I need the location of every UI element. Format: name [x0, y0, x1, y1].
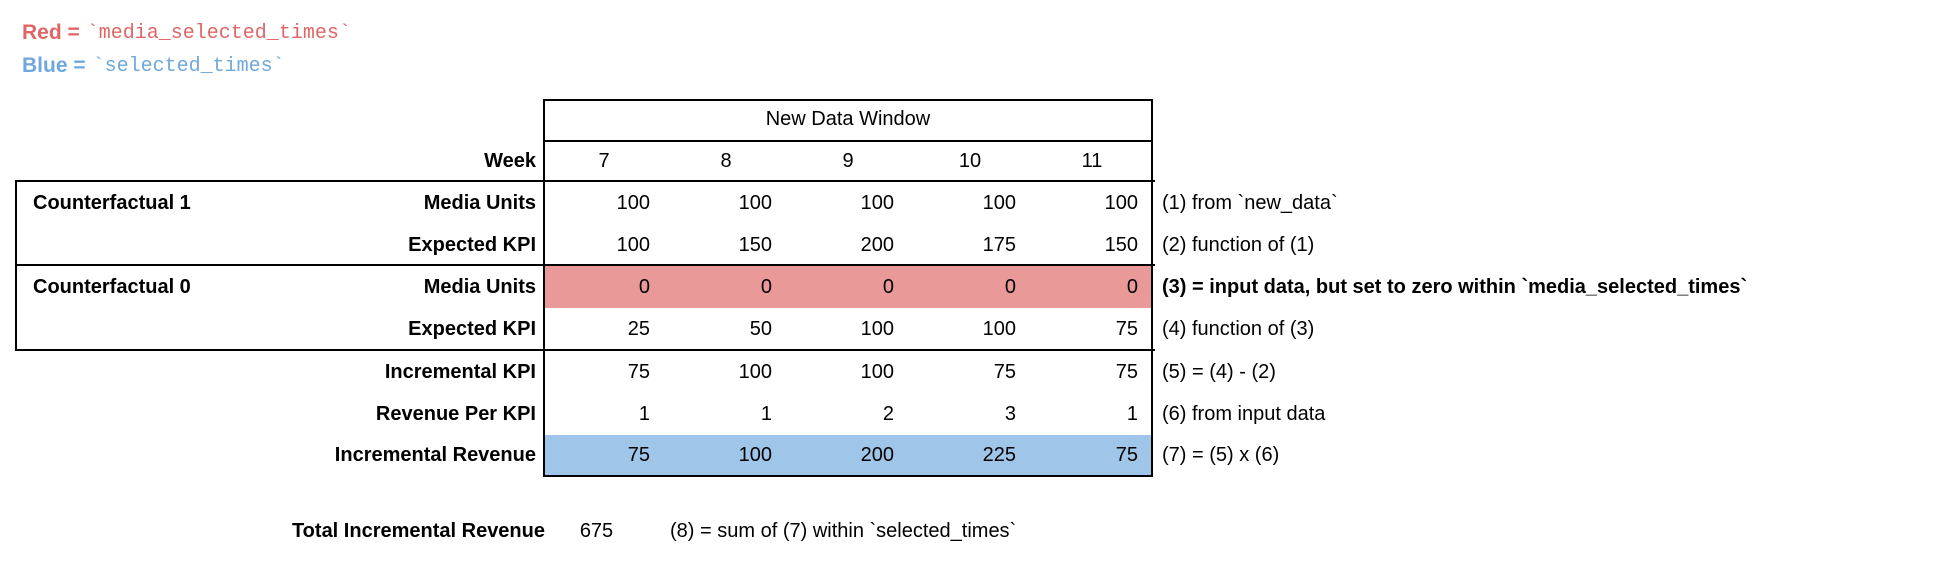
week-label: Week: [484, 149, 536, 172]
total-incremental-revenue-value: 675: [579, 519, 614, 542]
annotation-3: (3) = input data, but set to zero within…: [1162, 275, 1748, 298]
row-label: Media Units: [423, 191, 536, 214]
week-cell: 9: [842, 149, 854, 172]
red-highlight-media-selected-times: [545, 266, 1151, 308]
row-incremental-kpi: Incremental KPI 75 100 100 75 75: [0, 351, 1153, 393]
row-label: Incremental Revenue: [334, 443, 536, 466]
row-expected-kpi-cf1: Expected KPI 100 150 200 175 150: [0, 224, 1153, 266]
value-cell: 2: [882, 402, 894, 425]
value-cell: 100: [982, 318, 1016, 340]
legend-blue-code: `selected_times`: [92, 54, 285, 78]
divider-under-header: [543, 140, 1153, 142]
week-cell: 7: [598, 149, 610, 172]
value-cell: 150: [1104, 233, 1138, 256]
annotation-5: (5) = (4) - (2): [1162, 360, 1276, 383]
annotation-4: (4) function of (3): [1162, 318, 1315, 340]
blue-highlight-selected-times: [545, 435, 1151, 475]
total-incremental-revenue-label: Total Incremental Revenue: [291, 519, 545, 542]
value-cell: 100: [738, 443, 772, 466]
value-cell: 1: [1126, 402, 1138, 425]
legend-blue-label: Blue =: [22, 54, 86, 77]
divider-under-week-row: [15, 180, 1155, 182]
value-cell: 0: [882, 275, 894, 298]
value-cell: 0: [1004, 275, 1016, 298]
value-cell: 50: [749, 318, 772, 340]
left-box-edge: [15, 180, 17, 351]
value-cell: 75: [627, 360, 650, 383]
annotation-6: (6) from input data: [1162, 402, 1326, 425]
divider-counterfactual-split: [15, 264, 1155, 266]
value-cell: 100: [860, 360, 894, 383]
annotation-7: (7) = (5) x (6): [1162, 443, 1280, 466]
value-cell: 150: [738, 233, 772, 256]
row-revenue-per-kpi: Revenue Per KPI 1 1 2 3 1: [0, 393, 1153, 435]
week-cell: 10: [958, 149, 982, 172]
row-label: Incremental KPI: [384, 360, 536, 383]
value-cell: 100: [738, 191, 772, 214]
legend-red-code: `media_selected_times`: [86, 21, 351, 45]
row-label: Revenue Per KPI: [375, 402, 536, 425]
value-cell: 100: [616, 191, 650, 214]
value-cell: 100: [738, 360, 772, 383]
value-cell: 100: [616, 233, 650, 256]
value-cell: 75: [1115, 443, 1138, 466]
value-cell: 100: [1104, 191, 1138, 214]
value-cell: 3: [1004, 402, 1016, 425]
value-cell: 75: [1115, 318, 1138, 340]
data-window-header: New Data Window: [765, 108, 931, 130]
value-cell: 0: [638, 275, 650, 298]
annotation-8: (8) = sum of (7) within `selected_times`: [670, 519, 1017, 542]
value-cell: 1: [760, 402, 772, 425]
row-incremental-revenue: Incremental Revenue 75 100 200 225 75: [0, 435, 1153, 475]
annotation-2: (2) function of (1): [1162, 233, 1315, 256]
value-cell: 0: [760, 275, 772, 298]
week-cell: 8: [720, 149, 732, 172]
row-label: Media Units: [423, 275, 536, 298]
row-label: Expected KPI: [408, 318, 536, 340]
row-expected-kpi-cf0: Expected KPI 25 50 100 100 75: [0, 308, 1153, 351]
value-cell: 75: [627, 443, 650, 466]
annotation-1: (1) from `new_data`: [1162, 191, 1338, 214]
value-cell: 25: [627, 318, 650, 340]
row-media-units-cf0: Media Units 0 0 0 0 0: [0, 266, 1153, 308]
value-cell: 1: [638, 402, 650, 425]
value-cell: 175: [982, 233, 1016, 256]
legend-blue-line: Blue = `selected_times`: [22, 51, 285, 81]
group-label-counterfactual-0: Counterfactual 0: [33, 275, 191, 298]
week-row: Week 7 8 9 10 11: [0, 142, 1153, 180]
value-cell: 225: [982, 443, 1016, 466]
row-label: Expected KPI: [408, 233, 536, 256]
value-cell: 0: [1126, 275, 1138, 298]
legend-red-line: Red = `media_selected_times`: [22, 18, 351, 48]
value-cell: 200: [860, 233, 894, 256]
value-cell: 100: [982, 191, 1016, 214]
value-cell: 100: [860, 318, 894, 340]
value-cell: 75: [993, 360, 1016, 383]
value-cell: 200: [860, 443, 894, 466]
week-cell: 11: [1081, 149, 1103, 172]
row-media-units-cf1: Media Units 100 100 100 100 100: [0, 182, 1153, 224]
value-cell: 75: [1115, 360, 1138, 383]
legend-red-label: Red =: [22, 21, 80, 44]
divider-under-counterfactual-0: [15, 349, 1155, 351]
value-cell: 100: [860, 191, 894, 214]
group-label-counterfactual-1: Counterfactual 1: [33, 191, 191, 214]
